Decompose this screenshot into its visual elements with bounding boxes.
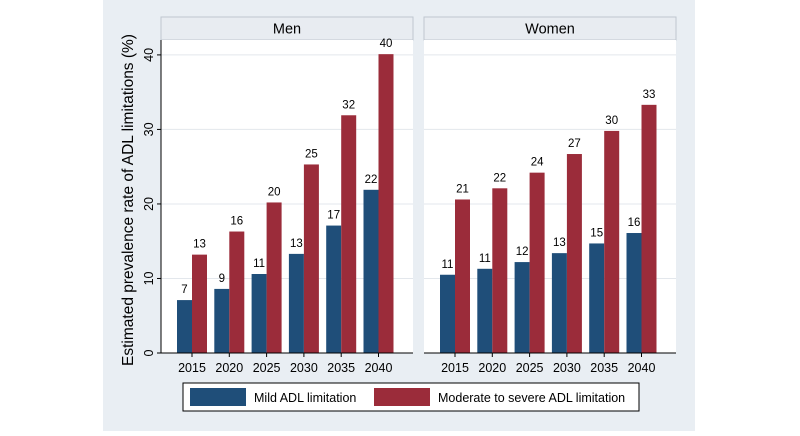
panel-women: Women 11 21 2015 11 22 2020 12 24 2025 13 27 2030 15 3… (423, 16, 677, 375)
x-tick-label: 2020 (478, 361, 506, 375)
bar (288, 253, 304, 353)
x-tick-label: 2030 (290, 361, 318, 375)
legend-entry: Mild ADL limitation (254, 391, 356, 405)
y-tick-label: 30 (142, 122, 156, 136)
bar (378, 54, 394, 354)
bar (177, 300, 192, 353)
legend-entry: Moderate to severe ADL limitation (438, 391, 625, 405)
data-label: 24 (531, 157, 544, 169)
y-tick-label: 0 (142, 349, 156, 356)
x-tick-label: 2025 (253, 361, 281, 375)
x-tick-label: 2035 (327, 361, 355, 375)
bar (326, 225, 342, 353)
data-label: 11 (479, 253, 491, 265)
data-label: 22 (365, 174, 378, 186)
data-label: 27 (568, 138, 581, 150)
data-label: 17 (327, 210, 340, 222)
data-label: 33 (643, 89, 656, 101)
data-label: 13 (193, 239, 206, 251)
bar (266, 202, 282, 353)
bar (192, 254, 207, 353)
data-label: 15 (590, 227, 603, 239)
data-label: 9 (219, 273, 225, 285)
y-axis-label: Estimated prevalence rate of ADL limitat… (120, 34, 137, 366)
bar (551, 253, 567, 353)
bar (214, 288, 230, 353)
data-label: 11 (442, 259, 454, 271)
panel-title: Women (525, 22, 575, 38)
data-label: 22 (493, 172, 506, 184)
panel-men: Men7132015916202011202025132520301732203… (142, 16, 414, 375)
bar (566, 154, 582, 353)
y-tick-label: 10 (142, 271, 156, 285)
x-tick-label: 2040 (365, 361, 393, 375)
data-label: 11 (253, 258, 265, 270)
bar (341, 115, 357, 354)
bar (303, 164, 319, 353)
bar (604, 130, 620, 353)
data-label: 16 (628, 217, 641, 229)
y-tick-label: 40 (142, 48, 156, 62)
data-label: 20 (268, 186, 281, 198)
data-label: 16 (230, 216, 243, 228)
bar (589, 243, 605, 353)
bar (363, 189, 379, 353)
bar (229, 231, 245, 353)
x-tick-label: 2030 (553, 361, 581, 375)
x-tick-label: 2015 (178, 361, 206, 375)
legend-swatch (190, 388, 246, 406)
x-tick-label: 2040 (628, 361, 656, 375)
y-tick-label: 20 (142, 197, 156, 211)
bar (455, 199, 470, 353)
x-tick-label: 2015 (441, 361, 469, 375)
data-label: 13 (290, 238, 303, 250)
bar (514, 262, 530, 353)
bar (626, 233, 642, 353)
data-label: 30 (605, 115, 618, 127)
bar (440, 274, 455, 353)
x-tick-label: 2025 (516, 361, 544, 375)
data-label: 21 (456, 183, 469, 195)
bar (251, 274, 267, 353)
bar (492, 188, 508, 353)
data-label: 13 (553, 237, 566, 249)
data-label: 7 (181, 284, 187, 296)
data-label: 32 (342, 99, 355, 111)
x-tick-label: 2020 (215, 361, 243, 375)
data-label: 12 (516, 246, 529, 258)
x-tick-label: 2035 (590, 361, 618, 375)
bar (477, 268, 493, 353)
bar (529, 172, 545, 353)
data-label: 25 (305, 148, 318, 160)
panel-title: Men (273, 22, 301, 38)
data-label: 40 (380, 38, 393, 50)
legend-swatch (374, 388, 430, 406)
legend: Mild ADL limitation Moderate to severe AD… (182, 382, 640, 412)
bar (641, 104, 657, 353)
